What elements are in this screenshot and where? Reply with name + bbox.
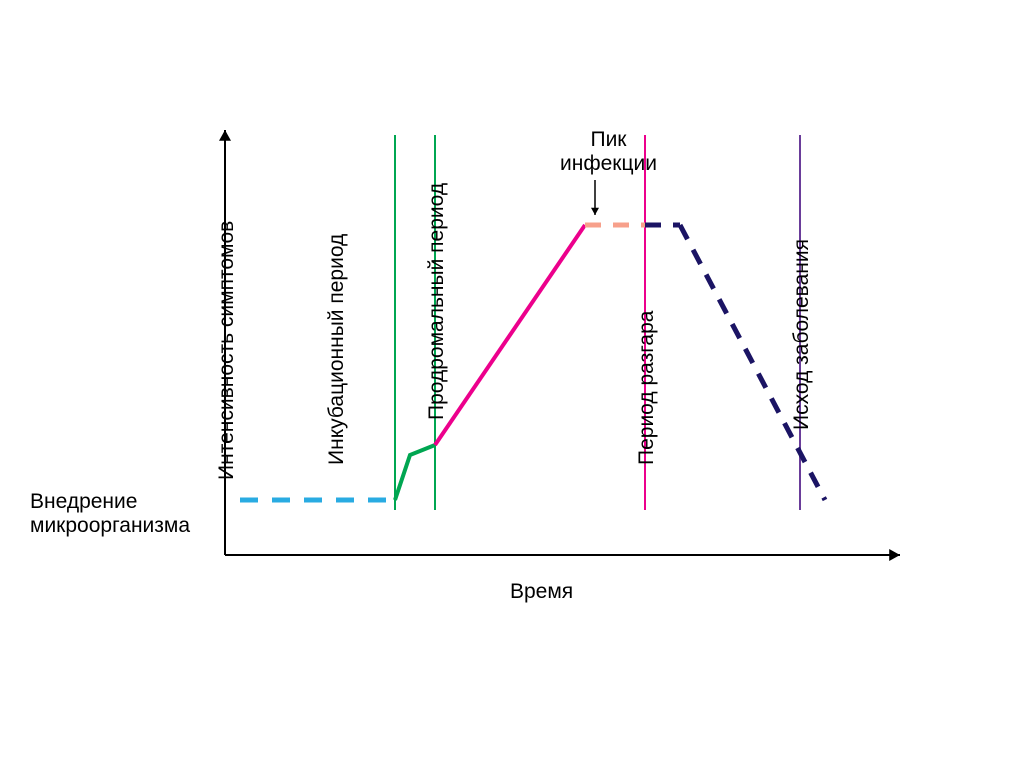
label-x_axis: Время	[510, 580, 573, 604]
infection-phases-chart: Время Интенсивность симптомов Внедрение ми…	[0, 0, 1024, 767]
segment-prodromal-rise	[395, 445, 435, 500]
label-acme: Период разгара	[635, 311, 659, 465]
label-outcome: Исход заболевания	[790, 239, 814, 430]
label-prodromal: Продромальный период	[425, 183, 449, 420]
label-incubation: Инкубационный период	[325, 234, 349, 465]
label-peak: Пик инфекции	[560, 128, 657, 176]
chart-svg	[0, 0, 1024, 767]
segment-acme-rise	[435, 225, 585, 445]
label-entry: Внедрение микроорганизма	[30, 490, 190, 538]
label-y_axis: Интенсивность симптомов	[215, 221, 239, 480]
